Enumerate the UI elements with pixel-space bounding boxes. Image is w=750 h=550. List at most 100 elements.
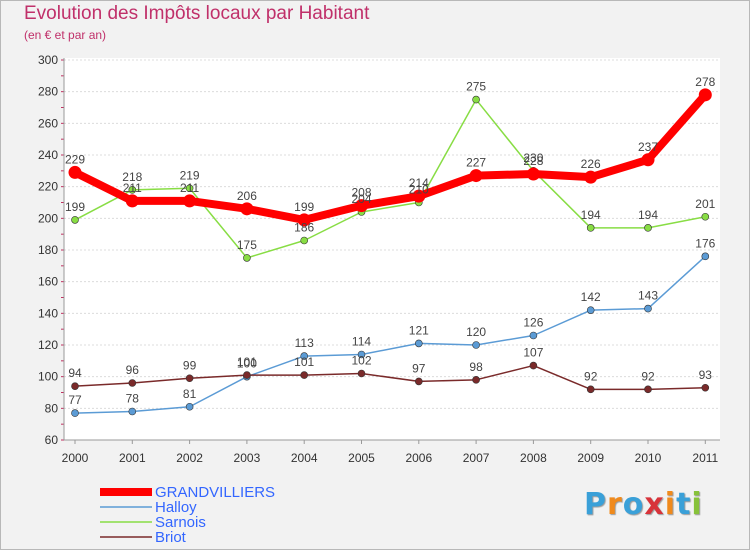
data-label: 97 <box>412 361 426 375</box>
data-label: 114 <box>352 335 371 349</box>
data-point <box>586 306 595 314</box>
data-label: 126 <box>523 316 543 330</box>
proxiti-logo: Proxiti <box>584 487 703 522</box>
y-tick-label: 200 <box>38 211 58 225</box>
data-point <box>128 379 137 387</box>
logo-letter: P <box>584 487 607 522</box>
logo-letter: t <box>676 487 692 522</box>
data-label: 120 <box>466 325 486 339</box>
data-point <box>414 339 423 348</box>
x-tick-label: 2005 <box>348 451 375 465</box>
data-point <box>584 170 598 184</box>
data-point <box>300 352 309 360</box>
legend-label-halloy: Halloy <box>155 499 197 516</box>
data-label: 92 <box>641 369 655 383</box>
data-point <box>586 224 595 232</box>
data-label: 228 <box>523 154 543 168</box>
data-point <box>185 374 194 383</box>
data-point <box>472 376 480 384</box>
data-point <box>243 371 251 379</box>
data-point <box>357 369 366 378</box>
data-label: 275 <box>466 80 486 94</box>
data-label: 77 <box>68 393 82 407</box>
legend-label-grandvilliers: GRANDVILLIERS <box>155 484 275 501</box>
data-label: 102 <box>351 354 371 368</box>
y-tick-label: 240 <box>38 148 58 162</box>
data-point <box>185 402 194 411</box>
x-tick-label: 2008 <box>520 451 547 465</box>
data-label: 229 <box>65 152 85 166</box>
data-label: 227 <box>466 156 486 170</box>
x-tick-label: 2009 <box>577 451 604 465</box>
data-point <box>128 186 137 194</box>
data-point <box>300 236 309 245</box>
data-label: 81 <box>183 387 197 401</box>
data-label: 226 <box>581 157 601 171</box>
y-tick-label: 260 <box>38 116 58 130</box>
logo-letter: o <box>622 487 645 522</box>
data-point <box>412 189 426 203</box>
data-label: 199 <box>65 200 85 214</box>
y-tick-label: 300 <box>38 53 58 67</box>
data-point <box>701 212 710 221</box>
y-tick-label: 140 <box>38 306 58 320</box>
data-point <box>297 213 311 227</box>
data-label: 206 <box>237 189 257 203</box>
x-tick-label: 2000 <box>62 451 89 465</box>
data-point <box>472 341 480 349</box>
data-label: 176 <box>695 236 715 250</box>
data-label: 101 <box>237 355 257 369</box>
data-label: 107 <box>523 346 543 360</box>
data-point <box>128 407 137 416</box>
x-tick-label: 2007 <box>463 451 490 465</box>
series-line-briot <box>74 364 706 391</box>
x-tick-label: 2003 <box>234 451 261 465</box>
data-label: 142 <box>581 290 601 304</box>
data-point <box>357 350 366 359</box>
x-tick-label: 2002 <box>176 451 203 465</box>
x-tick-label: 2011 <box>692 451 718 465</box>
data-label: 175 <box>237 238 257 252</box>
legend-label-sarnois: Sarnois <box>155 514 206 531</box>
data-point <box>300 371 309 379</box>
y-tick-label: 280 <box>38 85 58 99</box>
data-label: 93 <box>699 368 713 382</box>
data-label: 194 <box>581 208 601 222</box>
y-tick-label: 120 <box>38 338 58 352</box>
legend-label-briot: Briot <box>155 529 187 546</box>
data-label: 186 <box>294 221 314 235</box>
data-label: 92 <box>584 369 598 383</box>
data-point <box>644 385 652 394</box>
x-tick-label: 2010 <box>635 451 662 465</box>
data-point <box>644 224 652 232</box>
data-point <box>71 382 79 390</box>
y-tick-label: 80 <box>45 401 59 415</box>
data-label: 98 <box>469 360 483 374</box>
logo-letter: i <box>691 487 703 522</box>
data-point <box>71 409 79 417</box>
logo-letter: i <box>664 487 677 522</box>
data-label: 100 <box>237 357 257 371</box>
data-point <box>414 377 423 386</box>
data-label: 96 <box>126 363 140 377</box>
data-point <box>641 153 655 167</box>
logo-letter: x <box>644 487 665 522</box>
data-point <box>526 167 540 181</box>
data-point <box>469 169 483 183</box>
data-label: 204 <box>351 192 371 206</box>
data-point <box>586 385 595 394</box>
data-label: 201 <box>695 197 715 211</box>
data-label: 218 <box>122 170 142 184</box>
data-label: 230 <box>523 151 543 165</box>
x-tick-label: 2001 <box>119 451 146 465</box>
logo-letter: r <box>607 487 623 522</box>
y-tick-label: 220 <box>38 180 58 194</box>
y-tick-label: 60 <box>45 433 59 447</box>
data-label: 194 <box>638 208 658 222</box>
series-line-sarnois <box>74 98 706 259</box>
data-point <box>701 383 710 392</box>
data-label: 211 <box>123 181 142 195</box>
data-point <box>472 95 480 104</box>
data-point <box>71 216 79 224</box>
